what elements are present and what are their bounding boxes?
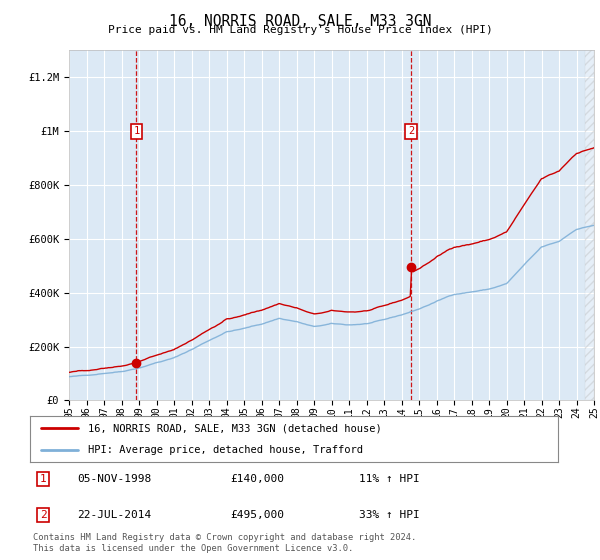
Text: 11% ↑ HPI: 11% ↑ HPI [359, 474, 419, 484]
Text: 33% ↑ HPI: 33% ↑ HPI [359, 510, 419, 520]
Text: Price paid vs. HM Land Registry's House Price Index (HPI): Price paid vs. HM Land Registry's House … [107, 25, 493, 35]
Text: 16, NORRIS ROAD, SALE, M33 3GN (detached house): 16, NORRIS ROAD, SALE, M33 3GN (detached… [88, 423, 382, 433]
Text: 1: 1 [133, 126, 139, 136]
Text: £140,000: £140,000 [230, 474, 284, 484]
Text: 1: 1 [40, 474, 47, 484]
Text: £495,000: £495,000 [230, 510, 284, 520]
Text: 16, NORRIS ROAD, SALE, M33 3GN: 16, NORRIS ROAD, SALE, M33 3GN [169, 14, 431, 29]
Text: HPI: Average price, detached house, Trafford: HPI: Average price, detached house, Traf… [88, 445, 363, 455]
Text: Contains HM Land Registry data © Crown copyright and database right 2024.
This d: Contains HM Land Registry data © Crown c… [33, 533, 416, 553]
Text: 05-NOV-1998: 05-NOV-1998 [77, 474, 152, 484]
Text: 22-JUL-2014: 22-JUL-2014 [77, 510, 152, 520]
Text: 2: 2 [408, 126, 414, 136]
Text: 2: 2 [40, 510, 47, 520]
